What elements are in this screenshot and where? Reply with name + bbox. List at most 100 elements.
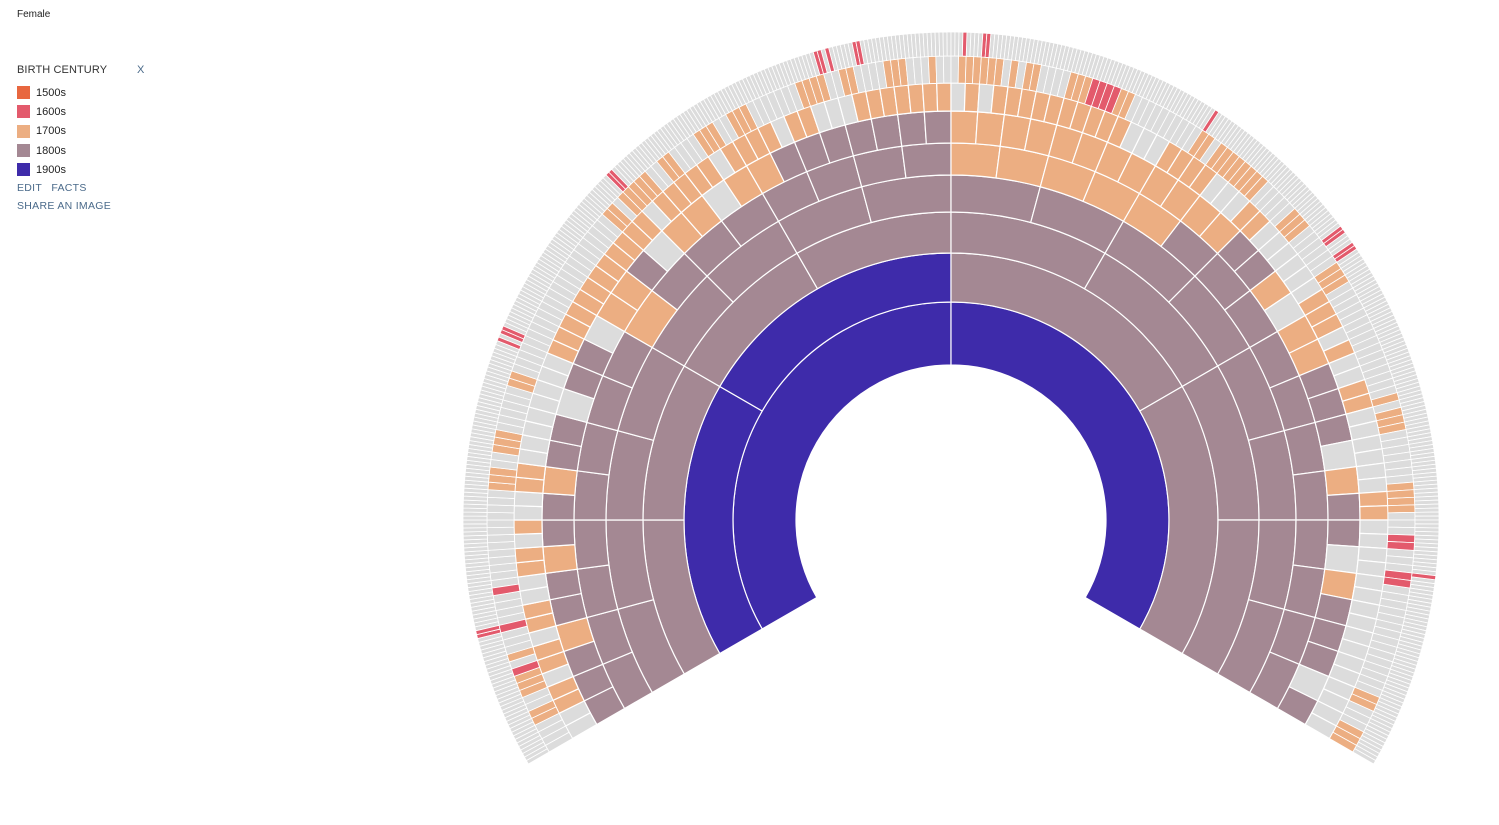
- legend-item-1800s[interactable]: 1800s: [17, 141, 66, 160]
- fan-cell[interactable]: [513, 490, 544, 508]
- legend-close-button[interactable]: X: [137, 64, 145, 76]
- fan-cell[interactable]: [901, 142, 952, 179]
- legend-swatch: [17, 163, 30, 177]
- fan-cell[interactable]: [1324, 544, 1360, 575]
- fan-cell[interactable]: [513, 532, 544, 550]
- facts-link[interactable]: FACTS: [51, 182, 87, 194]
- fan-cell[interactable]: [1387, 526, 1416, 536]
- fan-cell[interactable]: [950, 31, 956, 57]
- fan-cell-highlight[interactable]: [1334, 245, 1358, 263]
- fan-cell[interactable]: [1358, 490, 1389, 508]
- legend-label: 1600s: [36, 105, 66, 118]
- fan-cell[interactable]: [513, 519, 543, 535]
- legend-label: 1900s: [36, 163, 66, 176]
- legend-item-1500s[interactable]: 1500s: [17, 83, 66, 102]
- fan-cell[interactable]: [541, 519, 576, 548]
- fan-cell[interactable]: [921, 82, 939, 113]
- fan-cell[interactable]: [907, 83, 925, 114]
- fan-cell[interactable]: [1359, 519, 1389, 535]
- fan-cell[interactable]: [1292, 519, 1329, 570]
- fan-cell[interactable]: [936, 82, 952, 112]
- edit-link[interactable]: EDIT: [17, 182, 43, 194]
- fan-cell[interactable]: [1414, 515, 1440, 521]
- fan-cell[interactable]: [1357, 476, 1388, 494]
- fan-cell[interactable]: [542, 544, 578, 575]
- fan-cell[interactable]: [975, 111, 1006, 147]
- fan-cell[interactable]: [927, 55, 938, 84]
- fan-cell[interactable]: [957, 55, 967, 84]
- fan-cell[interactable]: [1292, 470, 1329, 521]
- fan-cell-highlight[interactable]: [984, 32, 992, 58]
- legend-label: 1500s: [36, 86, 66, 99]
- fan-cell-highlight[interactable]: [496, 336, 522, 350]
- fan-cell[interactable]: [1352, 748, 1377, 765]
- fan-cell-highlight[interactable]: [511, 659, 541, 677]
- legend-item-1900s[interactable]: 1900s: [17, 160, 66, 179]
- legend-item-1600s[interactable]: 1600s: [17, 102, 66, 121]
- fan-cell[interactable]: [486, 512, 515, 521]
- share-image-link[interactable]: SHARE AN IMAGE: [17, 200, 112, 212]
- fan-cell[interactable]: [935, 55, 945, 84]
- fan-cell[interactable]: [486, 533, 515, 544]
- fan-cell-highlight[interactable]: [1382, 576, 1412, 589]
- fan-cell[interactable]: [1387, 504, 1416, 514]
- fan-cell[interactable]: [544, 568, 582, 601]
- fan-cell[interactable]: [942, 31, 948, 57]
- legend: 1500s 1600s 1700s 1800s 1900s: [17, 83, 66, 179]
- fan-cell[interactable]: [513, 505, 543, 521]
- fan-cell-highlight[interactable]: [961, 31, 968, 57]
- fan-cell[interactable]: [462, 519, 488, 525]
- fan-cell[interactable]: [486, 504, 515, 514]
- gender-label: Female: [17, 9, 51, 20]
- fan-cell[interactable]: [923, 110, 952, 145]
- legend-swatch: [17, 124, 30, 138]
- fan-cell-highlight[interactable]: [608, 168, 629, 190]
- fan-cell-highlight[interactable]: [501, 325, 526, 340]
- fan-cell-highlight[interactable]: [1323, 228, 1346, 248]
- fan-cell[interactable]: [963, 82, 981, 113]
- legend-swatch: [17, 86, 30, 100]
- fan-cell[interactable]: [950, 110, 979, 145]
- fan-cell[interactable]: [1387, 496, 1416, 507]
- fan-cell[interactable]: [486, 526, 515, 536]
- fan-cell[interactable]: [1320, 439, 1358, 472]
- fan-cell[interactable]: [870, 113, 903, 151]
- fan-cell[interactable]: [1326, 519, 1361, 548]
- fan-cell[interactable]: [1387, 512, 1416, 521]
- fan-cell[interactable]: [573, 519, 610, 570]
- fan-cell[interactable]: [1359, 505, 1389, 521]
- fan-cell[interactable]: [896, 111, 927, 147]
- fan-cell[interactable]: [1326, 492, 1361, 521]
- fan-cell[interactable]: [1387, 519, 1416, 528]
- legend-swatch: [17, 144, 30, 158]
- fan-cell[interactable]: [573, 470, 610, 521]
- fan-cell-highlight[interactable]: [1201, 109, 1220, 133]
- fan-cell[interactable]: [462, 523, 488, 529]
- fan-cell-highlight[interactable]: [1386, 541, 1415, 551]
- fan-cell[interactable]: [950, 142, 1001, 179]
- legend-label: 1800s: [36, 144, 66, 157]
- fan-cell-highlight[interactable]: [491, 583, 521, 597]
- fan-cell[interactable]: [950, 82, 966, 112]
- fan-cell-highlight[interactable]: [816, 49, 828, 75]
- fan-cell[interactable]: [514, 546, 545, 564]
- legend-label: 1700s: [36, 125, 66, 138]
- fan-cell[interactable]: [946, 31, 952, 57]
- fan-cell[interactable]: [462, 515, 488, 521]
- legend-swatch: [17, 105, 30, 119]
- fan-cells: [462, 31, 1440, 765]
- fan-cell[interactable]: [943, 55, 952, 84]
- fan-cell[interactable]: [1324, 465, 1360, 496]
- fan-cell[interactable]: [1414, 511, 1440, 517]
- fan-cell[interactable]: [1358, 532, 1389, 550]
- fan-cell[interactable]: [950, 55, 959, 84]
- fan-cell-highlight[interactable]: [855, 40, 865, 66]
- fan-cell-highlight[interactable]: [824, 47, 836, 73]
- fan-cell-highlight[interactable]: [498, 618, 528, 634]
- legend-item-1700s[interactable]: 1700s: [17, 122, 66, 141]
- fan-cell[interactable]: [1414, 519, 1440, 525]
- fan-cell[interactable]: [486, 519, 515, 528]
- fan-cell[interactable]: [542, 465, 578, 496]
- fan-cell[interactable]: [541, 492, 576, 521]
